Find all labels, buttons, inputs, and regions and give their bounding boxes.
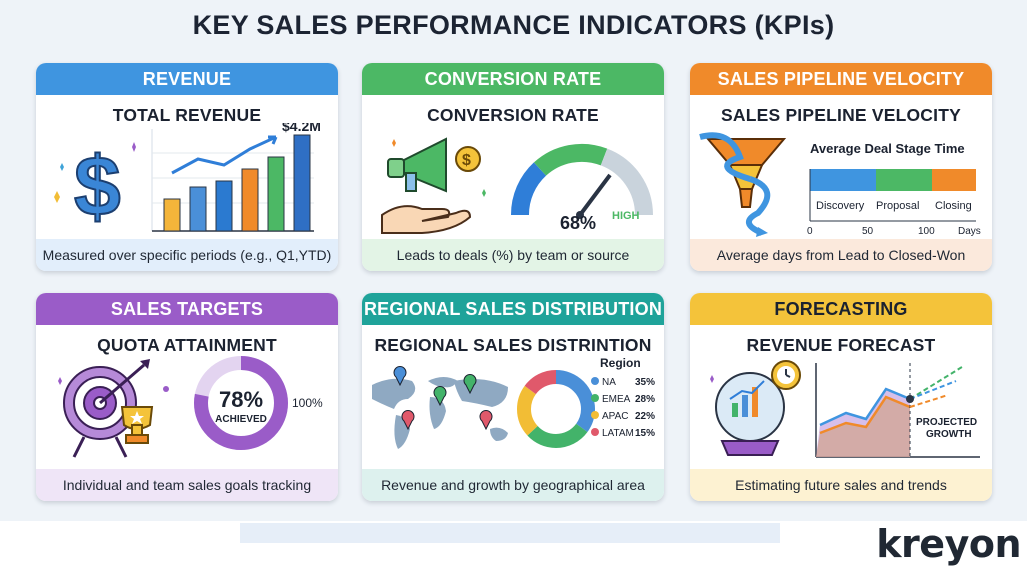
legend-label-apac: APAC bbox=[602, 411, 629, 422]
quota-value-label: ACHIEVED bbox=[215, 414, 267, 425]
donut-slice-apac bbox=[517, 370, 595, 448]
projected-growth-line1: PROJECTED bbox=[916, 417, 977, 428]
revenue-bar-5 bbox=[267, 156, 285, 232]
revenue-header: REVENUE bbox=[36, 63, 338, 95]
legend-swatch-latam bbox=[591, 428, 599, 436]
legend-pct-na: 35% bbox=[635, 377, 655, 388]
legend-swatch-emea bbox=[591, 394, 599, 402]
revenue-card: REVENUE TOTAL REVENUE $ $4.2M Measured o… bbox=[36, 63, 338, 271]
regional-card: REGIONAL SALES DISTRIBUTION REGIONAL SAL… bbox=[362, 293, 664, 501]
conversion-header: CONVERSION RATE bbox=[362, 63, 664, 95]
bottom-bar bbox=[240, 523, 780, 543]
donut-slice-emea bbox=[517, 370, 595, 448]
regional-visual: Region NA 35% EMEA 28% APAC 22%LATAM 15% bbox=[372, 356, 655, 449]
revenue-bar-1 bbox=[163, 198, 181, 232]
tick-days: Days bbox=[958, 226, 981, 237]
revenue-footer: Measured over specific periods (e.g., Q1… bbox=[36, 239, 338, 271]
megaphone-icon: $ bbox=[387, 137, 481, 193]
conversion-card: CONVERSION RATE CONVERSION RATE $ 68% HI… bbox=[362, 63, 664, 271]
legend-label-latam: LATAM bbox=[602, 428, 634, 439]
stage-bar-closing bbox=[932, 169, 976, 191]
revenue-subtitle: TOTAL REVENUE bbox=[112, 105, 262, 125]
stage-bar-proposal bbox=[876, 169, 932, 191]
crystal-ball-icon bbox=[715, 372, 785, 456]
forecast-header: FORECASTING bbox=[690, 293, 992, 325]
legend-pct-latam: 15% bbox=[635, 428, 655, 439]
quota-value: 78% bbox=[219, 387, 263, 412]
pipeline-card: SALES PIPELINE VELOCITY SALES PIPELINE V… bbox=[690, 63, 992, 271]
conversion-value: 68% bbox=[560, 213, 596, 233]
legend-pct-apac: 22% bbox=[635, 411, 655, 422]
stage-bar-discovery bbox=[810, 169, 876, 191]
projected-growth-line2: GROWTH bbox=[926, 429, 972, 440]
page-title: KEY SALES PERFORMANCE INDICATORS (KPIs) bbox=[192, 10, 835, 40]
conversion-visual: $ 68% HIGH bbox=[381, 137, 653, 234]
targets-subtitle: QUOTA ATTAINMENT bbox=[97, 335, 277, 355]
revenue-bar-3 bbox=[215, 180, 233, 232]
conversion-subtitle: CONVERSION RATE bbox=[427, 105, 599, 125]
quota-ring-fill bbox=[194, 356, 288, 450]
pipeline-subtitle: SALES PIPELINE VELOCITY bbox=[721, 105, 961, 125]
targets-visual: 78% ACHIEVED 100% bbox=[58, 356, 323, 458]
revenue-trend-line bbox=[171, 135, 277, 175]
hand-icon bbox=[381, 205, 472, 234]
legend-label-na: NA bbox=[602, 377, 616, 388]
forecast-area-chart: PROJECTED GROWTH bbox=[815, 363, 980, 458]
revenue-bar-4 bbox=[241, 168, 259, 232]
revenue-bar-6 bbox=[293, 134, 311, 232]
targets-footer: Individual and team sales goals tracking bbox=[36, 469, 338, 501]
forecast-subtitle: REVENUE FORECAST bbox=[746, 335, 936, 355]
regional-legend: NA 35% EMEA 28% APAC 22%LATAM 15% bbox=[591, 377, 655, 439]
stage-label-closing: Closing bbox=[935, 200, 972, 212]
regional-footer: Revenue and growth by geographical area bbox=[362, 469, 664, 501]
forecast-visual: PROJECTED GROWTH bbox=[710, 360, 980, 458]
revenue-visual: $ $4.2M bbox=[54, 123, 321, 234]
svg-text:$: $ bbox=[462, 152, 471, 169]
revenue-bar-2 bbox=[189, 186, 207, 232]
legend-swatch-apac bbox=[591, 411, 599, 419]
quota-ring: 78% ACHIEVED 100% bbox=[194, 356, 323, 450]
tick-0: 0 bbox=[807, 226, 813, 237]
regional-donut bbox=[517, 370, 595, 448]
regional-subtitle: REGIONAL SALES DISTRINTION bbox=[374, 335, 652, 355]
conversion-footer: Leads to deals (%) by team or source bbox=[362, 239, 664, 271]
funnel-icon bbox=[699, 132, 787, 237]
forecast-card: FORECASTING REVENUE FORECAST bbox=[690, 293, 992, 501]
pipeline-footer: Average days from Lead to Closed-Won bbox=[690, 239, 992, 271]
map-pins bbox=[393, 366, 493, 431]
conversion-gauge: 68% HIGH bbox=[510, 143, 653, 233]
stage-label-discovery: Discovery bbox=[816, 200, 865, 212]
tick-100: 100 bbox=[918, 226, 935, 237]
regional-header: REGIONAL SALES DISTRIBUTION bbox=[362, 293, 664, 325]
legend-pct-emea: 28% bbox=[635, 394, 655, 405]
brand-logo: kreyon bbox=[876, 522, 1021, 566]
revenue-value: $4.2M bbox=[282, 123, 321, 134]
dollar-sign-icon: $ bbox=[54, 138, 136, 234]
svg-text:$: $ bbox=[74, 139, 121, 233]
pipeline-chart-title: Average Deal Stage Time bbox=[810, 141, 965, 156]
quota-goal: 100% bbox=[292, 396, 323, 410]
stage-label-proposal: Proposal bbox=[876, 200, 919, 212]
targets-header: SALES TARGETS bbox=[36, 293, 338, 325]
clock-icon bbox=[771, 360, 801, 390]
regional-legend-title: Region bbox=[600, 356, 641, 370]
forecast-footer: Estimating future sales and trends bbox=[690, 469, 992, 501]
legend-label-emea: EMEA bbox=[602, 394, 631, 405]
revenue-bar-chart: $4.2M bbox=[151, 123, 321, 232]
stage-time-chart: Average Deal Stage Time Discovery Propos… bbox=[807, 141, 981, 237]
gauge-label: HIGH bbox=[612, 210, 640, 222]
tick-50: 50 bbox=[862, 226, 874, 237]
trophy-icon bbox=[120, 406, 154, 444]
donut-slice-latam bbox=[517, 370, 595, 448]
target-icon bbox=[63, 359, 150, 458]
gauge-needle bbox=[578, 173, 612, 217]
pipeline-visual: Average Deal Stage Time Discovery Propos… bbox=[699, 132, 981, 237]
legend-swatch-na bbox=[591, 377, 599, 385]
targets-card: SALES TARGETS QUOTA ATTAINMENT 78% ACHIE… bbox=[36, 293, 338, 501]
pipeline-header: SALES PIPELINE VELOCITY bbox=[690, 63, 992, 95]
